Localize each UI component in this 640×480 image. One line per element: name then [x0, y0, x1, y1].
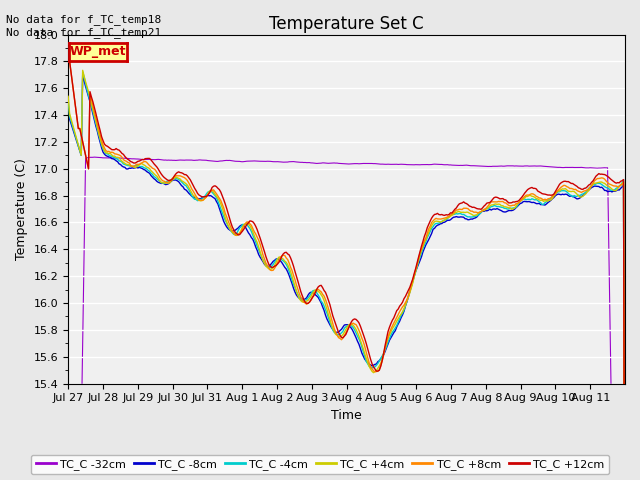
Title: Temperature Set C: Temperature Set C: [269, 15, 424, 33]
Text: No data for f_TC_temp18
No data for f_TC_temp21: No data for f_TC_temp18 No data for f_TC…: [6, 14, 162, 38]
Y-axis label: Temperature (C): Temperature (C): [15, 158, 28, 260]
X-axis label: Time: Time: [332, 409, 362, 422]
Legend: TC_C -32cm, TC_C -8cm, TC_C -4cm, TC_C +4cm, TC_C +8cm, TC_C +12cm: TC_C -32cm, TC_C -8cm, TC_C -4cm, TC_C +…: [31, 455, 609, 474]
Text: WP_met: WP_met: [70, 45, 127, 59]
